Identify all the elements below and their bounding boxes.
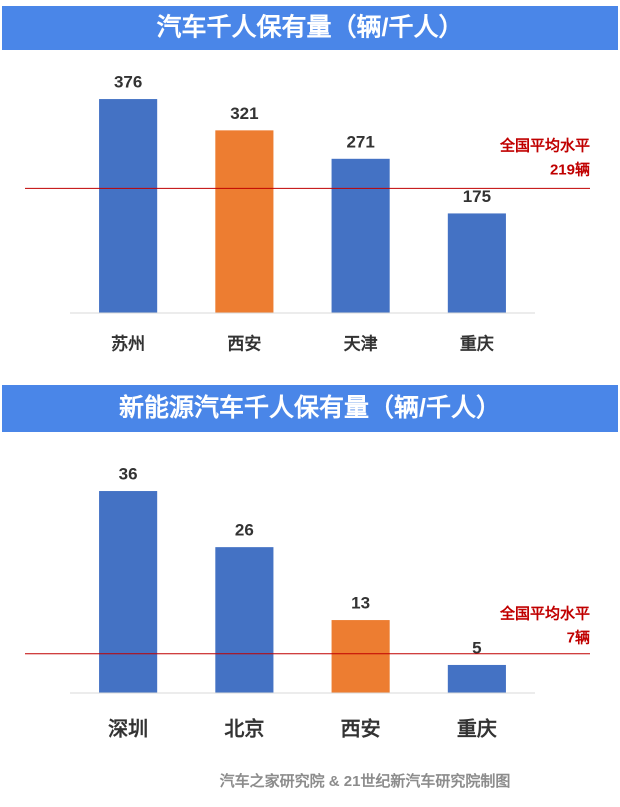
title-banner — [2, 6, 618, 50]
x-tick-label: 北京 — [224, 716, 264, 740]
chart-title: 新能源汽车千人保有量（辆/千人） — [119, 393, 501, 422]
bar — [215, 130, 274, 313]
value-label: 271 — [346, 132, 374, 151]
bar — [99, 491, 158, 693]
reference-value-label: 7辆 — [567, 629, 590, 647]
x-tick-label: 重庆 — [457, 716, 497, 740]
x-tick-label: 苏州 — [111, 333, 145, 353]
reference-name: 全国平均水平 — [499, 136, 590, 154]
value-label: 26 — [235, 521, 254, 540]
value-label: 5 — [472, 638, 481, 657]
footer: 汽车之家研究院 & 21世纪新汽车研究院制图 — [220, 772, 511, 790]
x-tick-label: 西安 — [227, 333, 261, 353]
x-tick-label: 天津 — [344, 333, 378, 353]
bar — [331, 158, 390, 313]
reference-value-label: 219辆 — [550, 160, 590, 178]
value-label: 13 — [351, 594, 370, 613]
x-tick-label: 重庆 — [460, 333, 494, 353]
value-label: 321 — [230, 104, 258, 123]
value-label: 376 — [114, 73, 142, 92]
title-banner — [2, 385, 618, 432]
value-label: 175 — [463, 187, 491, 206]
bar — [447, 213, 506, 313]
chart-title: 汽车千人保有量（辆/千人） — [157, 13, 464, 42]
value-label: 36 — [119, 465, 138, 484]
bar — [331, 620, 390, 693]
bar — [215, 547, 274, 693]
reference-name: 全国平均水平 — [499, 605, 590, 623]
bar — [99, 99, 158, 313]
x-tick-label: 深圳 — [108, 717, 148, 740]
bar — [447, 664, 506, 693]
x-tick-label: 西安 — [341, 716, 381, 740]
